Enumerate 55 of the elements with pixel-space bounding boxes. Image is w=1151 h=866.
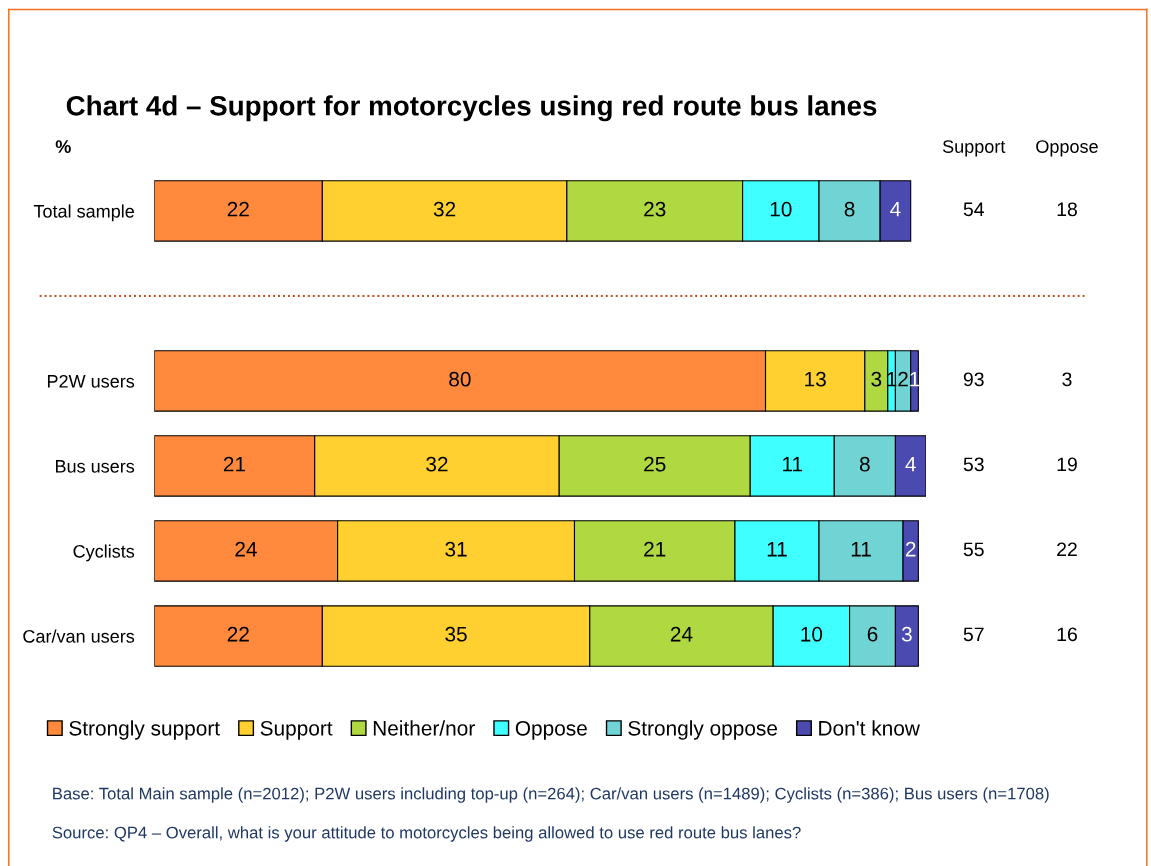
data-label: 35 [445,626,467,642]
source-note: Source: QP4 – Overall, what is your attitude to motorcycles being allowed to use red route bus lanes? [52,826,801,842]
y-tick-label: P2W users [47,374,135,388]
data-label: 11 [767,542,787,557]
data-label: 8 [844,201,855,217]
data-label: 13 [805,371,826,387]
y-tick-label: Bus users [55,460,135,473]
data-label: 10 [801,626,823,642]
data-label: 80 [449,371,471,387]
text: Base: Total Main sample (n=2012); P2W users including top-up (n=264); Car/van users (n=1489); Cyclists (n=386); Bus users (n=1708) [53,787,1049,803]
data-label: 32 [426,456,448,472]
data-label: 21 [644,541,666,557]
data-label: 3 [871,371,882,387]
text: 57 [963,627,984,642]
text: 16 [1057,627,1077,642]
data-label: 23 [644,201,666,217]
legend-label: Strongly support [69,720,220,740]
data-label: 22 [227,626,249,642]
data-label: 11 [783,457,803,472]
text: 19 [1057,457,1077,472]
text: Support [942,140,1006,157]
data-label: 22 [227,201,249,217]
legend-label: Don't know [819,720,920,736]
data-label: 24 [235,541,257,557]
y-tick-label: Cyclists [73,544,135,562]
data-label: 4 [890,202,901,217]
text: 93 [963,372,984,387]
text: 55 [963,542,984,557]
data-label: 2 [905,541,916,557]
legend-label: Support [260,720,333,740]
data-label: 11 [851,542,871,557]
y-tick-label: Total sample [33,204,134,222]
text: 22 [1057,542,1077,557]
legend-label: Strongly oppose [628,720,777,740]
data-label: 25 [644,456,666,472]
legend-label: Oppose [515,720,587,740]
data-label: 21 [223,456,246,472]
text: 3 [1062,372,1072,387]
data-label: 4 [905,457,916,472]
data-label: 3 [901,626,912,642]
text: Oppose [1036,140,1098,157]
text: 53 [963,457,984,472]
data-label: 24 [670,626,693,642]
y-axis-title: % [55,140,71,153]
text: 54 [963,202,984,217]
data-label: 10 [770,201,792,217]
legend-label: Neither/nor [373,720,475,736]
chart-title: Chart 4d – Support for motorcycles using red route bus lanes [66,95,877,122]
data-label: 31 [445,541,467,557]
data-label: 6 [867,626,878,642]
text: 18 [1057,202,1077,217]
data-label: 32 [433,201,456,217]
y-tick-label: Car/van users [23,629,135,643]
data-label: 2 [898,371,908,387]
data-label: 8 [859,456,870,472]
